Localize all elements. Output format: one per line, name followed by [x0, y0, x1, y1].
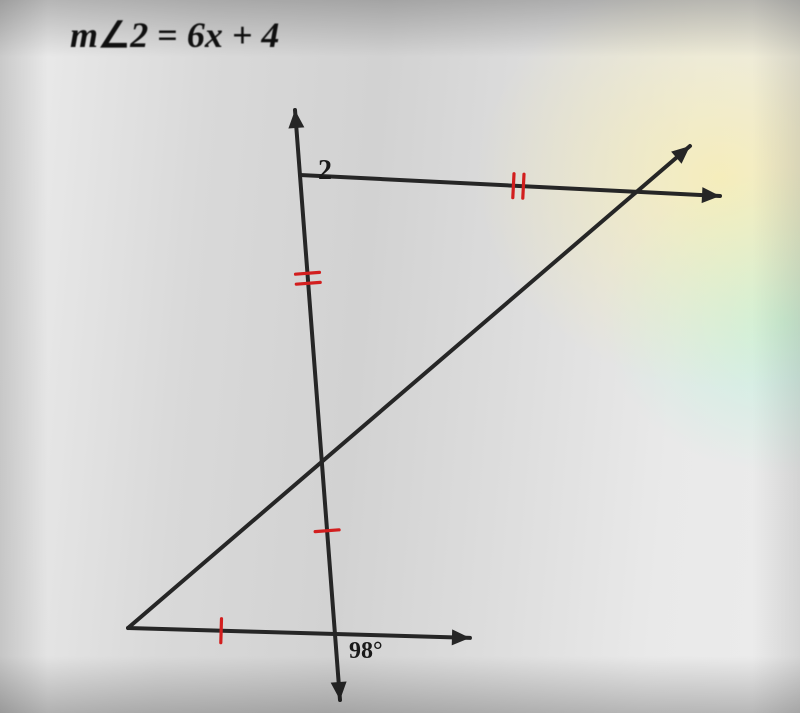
figure-canvas: m∠2 = 6x + 4 298° [0, 0, 800, 713]
tick-top-double-2 [523, 174, 524, 198]
tick-lower-single-1 [315, 530, 339, 532]
vertical-line [295, 110, 340, 700]
angle-98-label: 98° [349, 638, 383, 664]
geometry-diagram: 2 98° [0, 0, 800, 713]
tick-base-single-1 [221, 619, 222, 643]
top-horizontal-ray [300, 175, 720, 196]
arrowhead-up [288, 110, 304, 129]
diagonal-ray [128, 146, 690, 628]
tick-top-double-1 [513, 174, 514, 198]
tick-mid-double-2 [296, 282, 320, 284]
arrowhead-down [331, 681, 347, 700]
arrowhead-base [452, 629, 470, 645]
angle-2-label: 2 [318, 155, 332, 186]
tick-mid-double-1 [296, 272, 320, 274]
arrowhead-right-horizontal [702, 187, 720, 203]
base-ray [128, 628, 470, 638]
